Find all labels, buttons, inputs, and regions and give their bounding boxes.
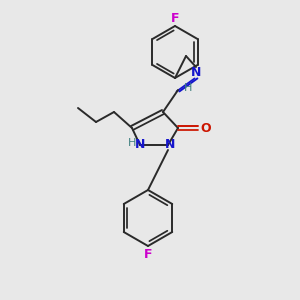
Text: H: H xyxy=(128,138,136,148)
Text: F: F xyxy=(171,11,179,25)
Text: N: N xyxy=(135,139,145,152)
Text: N: N xyxy=(191,65,201,79)
Text: N: N xyxy=(165,139,175,152)
Text: O: O xyxy=(201,122,211,134)
Text: F: F xyxy=(144,248,152,260)
Text: H: H xyxy=(184,83,192,93)
